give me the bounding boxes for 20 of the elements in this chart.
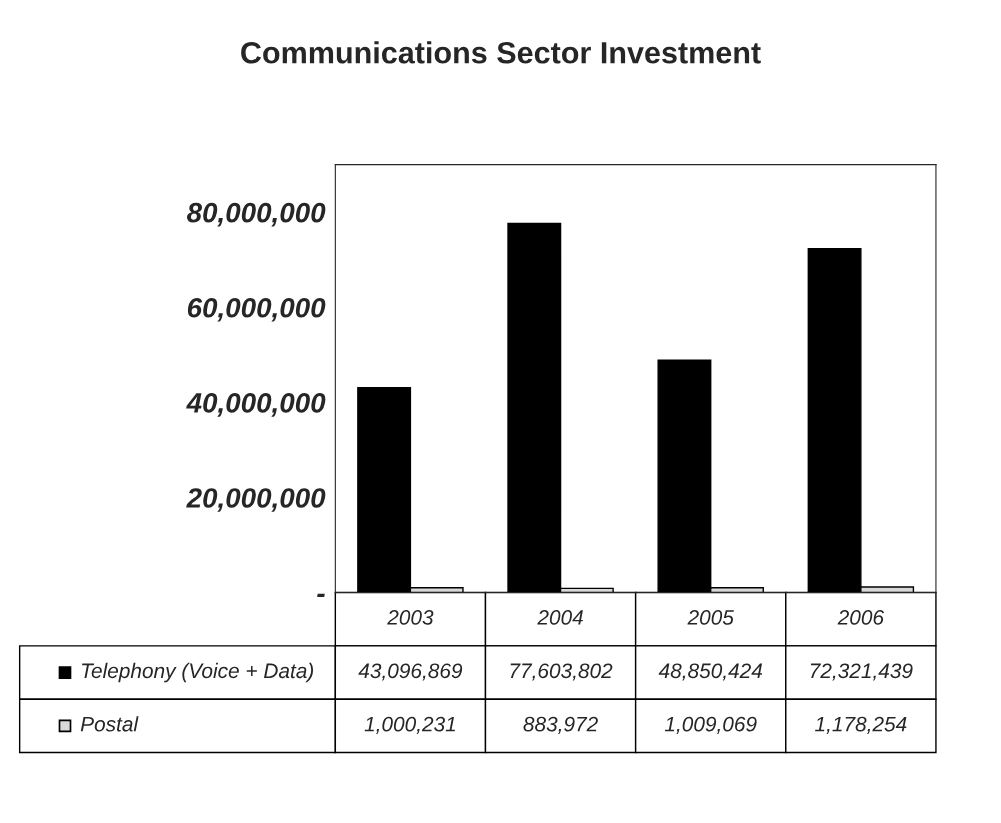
x-tick-label: 2004	[537, 610, 583, 625]
data-label: 72,321,439	[810, 663, 913, 681]
x-tick-label: 2005	[687, 610, 734, 625]
x-tick-label: 2003	[387, 610, 434, 625]
data-label: 48,850,424	[658, 663, 763, 681]
y-tick-label: 40,000,000	[186, 393, 326, 417]
data-label: 77,603,802	[510, 663, 613, 681]
legend-label: Telephony (Voice + Data)	[82, 662, 314, 683]
chart-title: Communications Sector Investment	[241, 41, 761, 64]
y-tick-label: 60,000,000	[187, 297, 326, 322]
legend-label: Postal	[80, 716, 139, 732]
data-label: 43,096,869	[358, 663, 463, 681]
data-label: 1,009,069	[664, 716, 757, 734]
y-tick-label: -	[317, 593, 325, 598]
y-tick-label: 20,000,000	[186, 488, 326, 512]
y-tick-label: 80,000,000	[186, 202, 326, 227]
data-label: 1,178,254	[815, 716, 907, 734]
x-tick-label: 2006	[837, 610, 885, 625]
data-label: 1,000,231	[364, 716, 455, 734]
data-label: 883,972	[523, 716, 598, 734]
